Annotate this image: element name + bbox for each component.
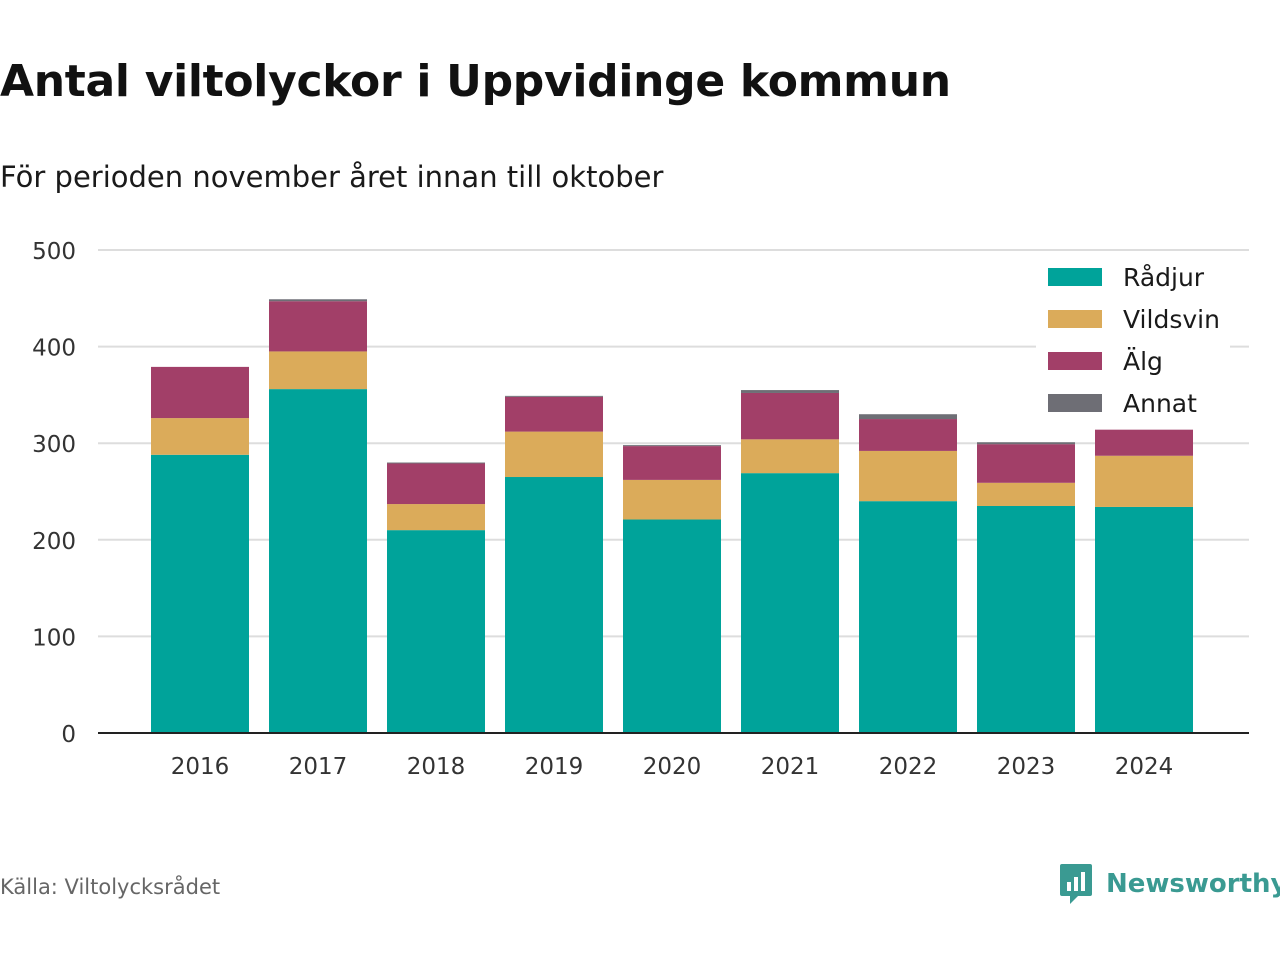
bar-segment[interactable]	[269, 351, 367, 390]
bar-segment[interactable]	[505, 431, 603, 478]
legend-swatch	[1048, 310, 1102, 328]
bar-segment[interactable]	[741, 390, 839, 393]
brand-name: Newsworthy	[1106, 869, 1280, 899]
source-note: Källa: Viltolycksrådet	[0, 875, 221, 899]
bar-segment[interactable]	[977, 442, 1075, 445]
y-axis-ticks: 0 100 200 300 400 500	[32, 239, 76, 748]
legend-label: Rådjur	[1123, 263, 1205, 292]
x-tick-label: 2016	[171, 754, 230, 780]
y-tick-label: 0	[61, 722, 76, 748]
bar-segment[interactable]	[1095, 455, 1193, 507]
bar-segment[interactable]	[859, 414, 957, 420]
bar-segment[interactable]	[505, 477, 603, 733]
bar-segment[interactable]	[623, 446, 721, 480]
bar-segment[interactable]	[269, 301, 367, 352]
bar-segment[interactable]	[505, 396, 603, 432]
legend-swatch	[1048, 268, 1102, 286]
bar-segment[interactable]	[977, 444, 1075, 483]
x-tick-label: 2020	[643, 754, 702, 780]
bar-segment[interactable]	[1095, 429, 1193, 456]
bar-segment[interactable]	[387, 462, 485, 464]
bar-segment[interactable]	[859, 501, 957, 733]
bar-segment[interactable]	[269, 299, 367, 302]
x-tick-label: 2024	[1115, 754, 1174, 780]
bar-segment[interactable]	[1095, 506, 1193, 733]
chart-subtitle: För perioden november året innan till ok…	[0, 160, 664, 194]
legend-swatch	[1048, 394, 1102, 412]
x-tick-label: 2021	[761, 754, 820, 780]
x-tick-label: 2019	[525, 754, 584, 780]
x-tick-label: 2017	[289, 754, 348, 780]
bar-segment[interactable]	[977, 505, 1075, 733]
x-tick-label: 2023	[997, 754, 1056, 780]
legend-label: Annat	[1123, 389, 1197, 418]
x-tick-label: 2018	[407, 754, 466, 780]
y-tick-label: 100	[32, 625, 76, 651]
y-tick-label: 400	[32, 336, 76, 362]
chart-title: Antal viltolyckor i Uppvidinge kommun	[0, 56, 951, 107]
stacked-bar-chart: 0 100 200 300 400 500 2016 2017 2018 2019 2020 202…	[32, 239, 1249, 780]
bar-segment[interactable]	[977, 482, 1075, 506]
legend-label: Vildsvin	[1123, 305, 1220, 334]
bar-segment[interactable]	[859, 419, 957, 451]
bar-segment[interactable]	[741, 392, 839, 440]
bars	[151, 299, 1193, 733]
bar-segment[interactable]	[151, 454, 249, 733]
bar-segment[interactable]	[151, 418, 249, 455]
newsworthy-logo-icon	[1060, 864, 1092, 904]
bar-segment[interactable]	[859, 450, 957, 502]
x-axis-ticks: 2016 2017 2018 2019 2020 2021 2022 2023 2024	[171, 754, 1174, 780]
x-tick-label: 2022	[879, 754, 938, 780]
legend-label: Älg	[1123, 347, 1163, 376]
bar-segment[interactable]	[387, 530, 485, 733]
bar-segment[interactable]	[741, 439, 839, 474]
brand-logo[interactable]: Newsworthy	[1058, 862, 1280, 906]
bar-segment[interactable]	[741, 473, 839, 733]
y-tick-label: 500	[32, 239, 76, 265]
bar-segment[interactable]	[623, 445, 721, 447]
bar-segment[interactable]	[505, 395, 603, 397]
legend: Rådjur Vildsvin Älg Annat	[1048, 263, 1220, 418]
bar-segment[interactable]	[387, 504, 485, 531]
bar-segment[interactable]	[151, 366, 249, 419]
y-tick-label: 300	[32, 432, 76, 458]
bar-segment[interactable]	[269, 389, 367, 733]
bar-segment[interactable]	[623, 519, 721, 733]
bar-segment[interactable]	[623, 479, 721, 520]
bar-segment[interactable]	[387, 463, 485, 505]
legend-swatch	[1048, 352, 1102, 370]
y-tick-label: 200	[32, 529, 76, 555]
